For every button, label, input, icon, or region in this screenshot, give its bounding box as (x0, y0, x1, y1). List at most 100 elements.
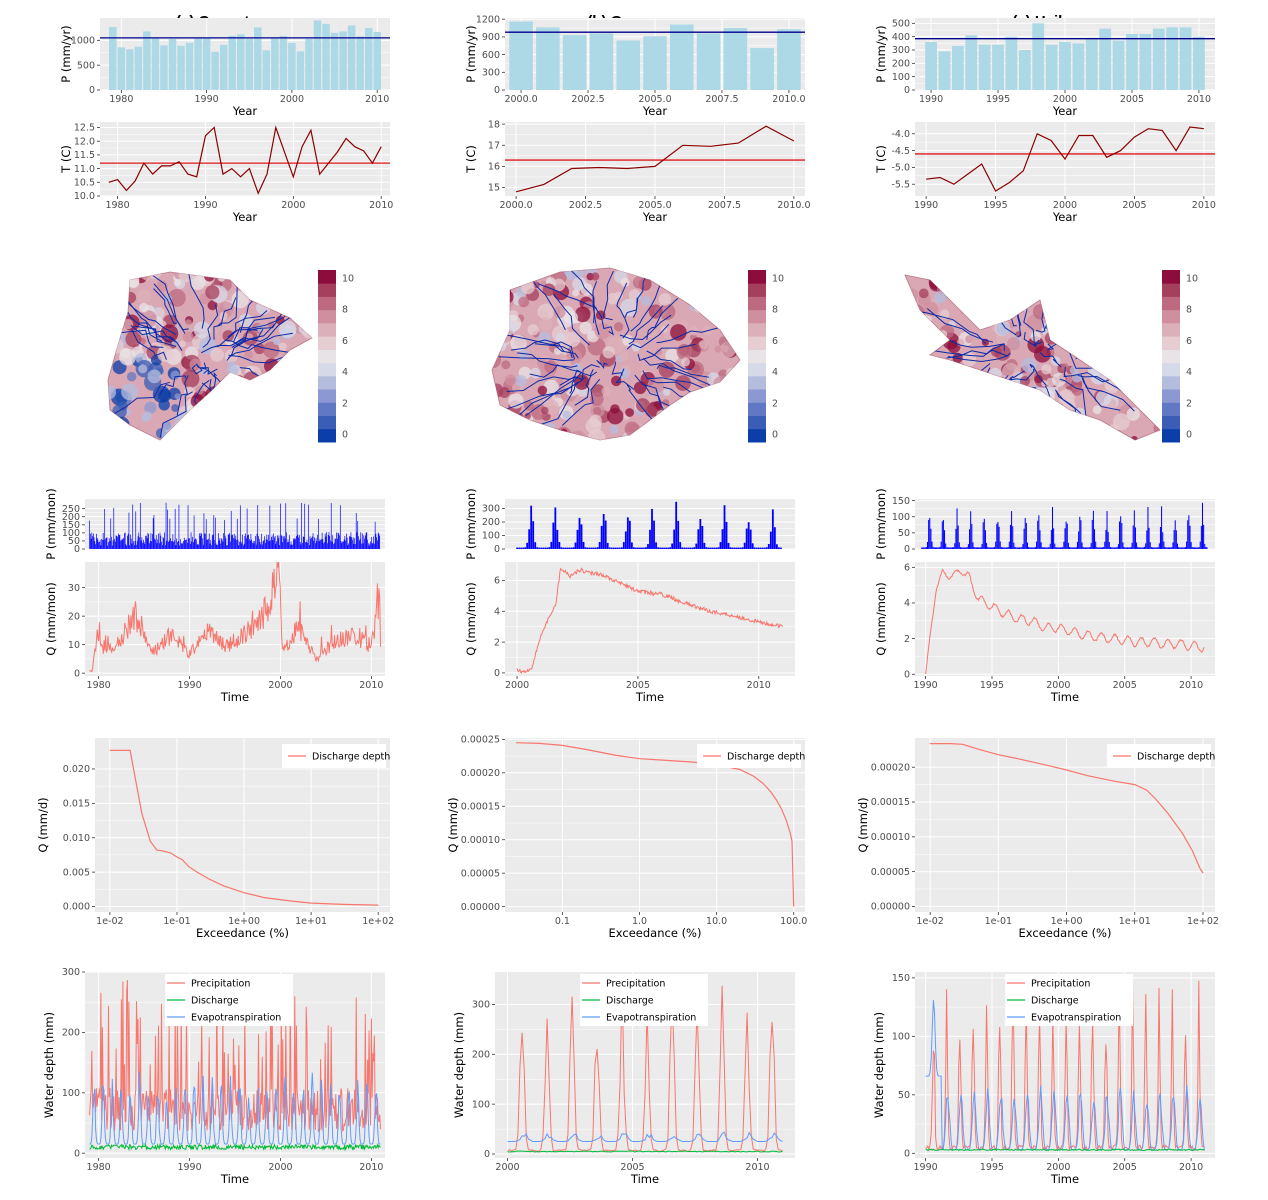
legend-label: Discharge depth (1137, 752, 1215, 763)
map-cell (1052, 403, 1063, 413)
map-cell (224, 395, 239, 409)
river-line (534, 343, 579, 359)
river-line (512, 381, 579, 422)
monthly-precip-bar (121, 538, 123, 549)
x-tick-label: 1.0 (632, 916, 647, 927)
map-cell (292, 372, 303, 382)
map-cell (574, 306, 591, 323)
monthly-precip-bar (282, 542, 284, 549)
monthly-precip-bar (990, 547, 992, 549)
monthly-precip-bar (236, 540, 237, 549)
monthly-precip-bar (989, 547, 991, 549)
y-tick-label: 0.010 (63, 833, 90, 844)
map-cell (921, 393, 935, 407)
monthly-precip-bar (242, 534, 243, 549)
monthly-precip-bar (1125, 547, 1127, 549)
map-cell (252, 272, 269, 288)
monthly-precip-bar (278, 535, 280, 549)
monthly-precip-bar (198, 544, 199, 549)
map-cell (282, 301, 292, 311)
map-cell (1035, 403, 1048, 416)
monthly-precip-bar (618, 547, 621, 549)
bar-1997 (1018, 50, 1031, 90)
monthly-precip-bar (534, 542, 537, 549)
colorbar-step (318, 336, 336, 350)
y-axis-label: P (mm/yr) (874, 25, 888, 82)
colorbar-tick-label: 6 (1186, 336, 1192, 347)
map-cell (532, 268, 542, 276)
y-tick-label: 0.020 (63, 764, 90, 775)
monthly-precip-bar (516, 547, 518, 549)
river-line (116, 291, 177, 335)
bar-2006 (1139, 34, 1152, 90)
map-cell (249, 409, 266, 426)
monthly-precip-bar (136, 544, 137, 549)
monthly-precip-bar (145, 535, 146, 549)
map-cell (537, 385, 548, 396)
monthly-precip-bar (289, 544, 291, 549)
x-tick-label: 2000 (505, 680, 529, 691)
monthly-precip-bar (942, 520, 944, 549)
map-cell (1027, 389, 1043, 405)
monthly-precip-bar (249, 540, 251, 549)
monthly-precip-bar (1206, 547, 1208, 549)
map-cell (714, 345, 722, 353)
monthly-precip-bar (979, 547, 981, 549)
map-cell (694, 399, 707, 412)
precipitation-series-line (507, 979, 783, 1152)
panel-bg (915, 562, 1215, 676)
river-line (525, 369, 581, 417)
monthly-precip-bar (240, 541, 242, 549)
map-cell (289, 367, 304, 382)
monthly-precip-bar (1183, 547, 1185, 549)
bar-1989 (194, 38, 202, 90)
monthly-precip-bar (111, 536, 112, 549)
map-cell (278, 342, 287, 352)
map-cell (1096, 390, 1112, 406)
map-cell (222, 330, 235, 342)
monthly-precip-bar (177, 540, 179, 549)
monthly-precip-bar (192, 542, 194, 549)
y-tick-label: 20 (68, 611, 80, 622)
river-line (202, 304, 219, 348)
monthly-precip-bar (125, 544, 127, 549)
colorbar-step (1162, 296, 1180, 311)
monthly-precip-bar (974, 547, 976, 549)
river-line (628, 305, 664, 345)
x-tick-label: 2000 (281, 200, 305, 211)
monthly-precip-bar (1121, 523, 1123, 549)
legend-label: Discharge depth (312, 752, 390, 763)
bar-2005 (330, 32, 339, 90)
monthly-precip-bar (221, 538, 222, 549)
y-tick-label: 15 (488, 183, 500, 194)
monthly-precip-bar (739, 547, 742, 549)
monthly-precip-bar (109, 541, 111, 549)
monthly-precip-bar (239, 541, 240, 549)
monthly-precip-bar (777, 547, 780, 549)
map-cell (905, 343, 912, 351)
monthly-precip-bar (572, 547, 575, 549)
bar-2007 (1152, 28, 1165, 91)
map-cell (526, 427, 544, 440)
monthly-precip-bar (117, 533, 119, 549)
map-cell (907, 339, 918, 349)
monthly-precip-bar (1088, 547, 1090, 549)
monthly-precip-bar (315, 538, 317, 549)
monthly-precip-bar (335, 538, 337, 549)
map-cell (912, 310, 921, 319)
monthly-precip-bar (641, 547, 643, 549)
monthly-precip-bar (110, 518, 112, 549)
monthly-precip-bar (343, 539, 345, 549)
monthly-precip-bar (735, 547, 738, 549)
map-cell (494, 284, 512, 301)
y-tick-label: 150 (62, 520, 80, 531)
monthly-precip-bar (709, 547, 712, 549)
bar-1991 (211, 51, 219, 90)
monthly-precip-bar (1153, 547, 1155, 549)
map-cell (108, 282, 116, 297)
map-cell (922, 359, 941, 377)
map-cell (1072, 412, 1079, 419)
river-line (213, 297, 237, 340)
